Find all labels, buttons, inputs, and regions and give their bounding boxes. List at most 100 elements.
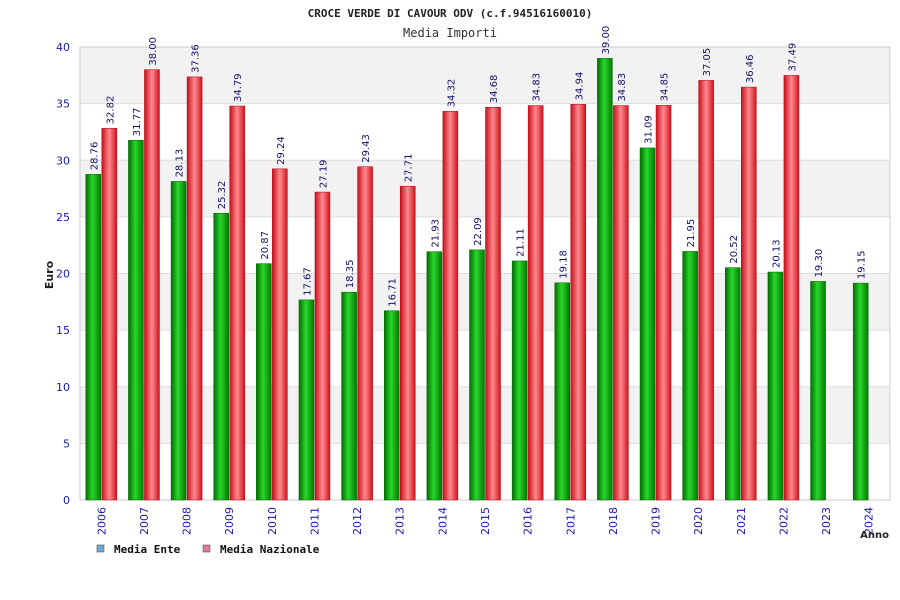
bar-media-nazionale-2021 [741, 86, 757, 501]
bar-media-nazionale-2013 [399, 185, 416, 501]
data-label: 21.95 [686, 219, 697, 248]
data-label: 27.71 [404, 154, 415, 183]
data-label: 37.05 [702, 48, 713, 77]
bar-media-ente-2007 [128, 139, 144, 501]
x-tick-label: 2012 [351, 507, 364, 535]
bar-media-ente-2006 [85, 174, 102, 501]
bar-media-nazionale-2007 [144, 69, 160, 501]
data-label: 19.30 [814, 249, 825, 278]
legend-swatch-media-ente [96, 544, 105, 553]
data-label: 36.46 [745, 54, 756, 83]
x-tick-label: 2009 [223, 507, 236, 535]
data-label: 37.49 [787, 43, 798, 72]
bar-media-ente-2018 [597, 58, 613, 501]
bar-media-ente-2017 [554, 282, 571, 501]
data-label: 19.18 [558, 250, 569, 279]
data-label: 34.83 [617, 73, 628, 102]
bar-media-nazionale-2019 [655, 105, 672, 501]
y-axis-ticks: 0 5 10 15 20 25 30 35 40 [56, 41, 70, 507]
data-label: 31.77 [132, 108, 143, 137]
bar-media-ente-2019 [639, 147, 656, 501]
chart-subtitle: Media Importi [403, 26, 497, 40]
bar-media-ente-2024 [852, 282, 869, 501]
bar-media-ente-2008 [170, 181, 187, 501]
data-label: 28.13 [175, 149, 186, 178]
data-label: 34.94 [574, 72, 585, 101]
data-label: 27.19 [318, 159, 329, 188]
bar-media-nazionale-2014 [442, 111, 459, 501]
data-label: 37.36 [191, 44, 202, 73]
y-axis-label: Euro [43, 260, 56, 289]
data-label: 29.43 [361, 134, 372, 163]
legend-label-media-nazionale: Media Nazionale [220, 543, 320, 556]
data-label: 38.00 [148, 37, 159, 66]
data-label: 34.79 [233, 73, 244, 102]
bar-media-nazionale-2011 [314, 191, 331, 501]
data-label: 16.71 [388, 278, 399, 307]
bar-media-ente-2013 [383, 310, 400, 501]
data-label: 21.11 [516, 228, 527, 257]
bar-media-ente-2010 [256, 263, 272, 501]
bar-media-nazionale-2018 [613, 105, 629, 501]
data-label: 31.09 [644, 115, 655, 144]
x-tick-label: 2024 [863, 507, 876, 535]
data-label: 29.24 [276, 136, 287, 165]
bar-media-ente-2022 [767, 271, 784, 501]
data-label: 19.15 [857, 250, 868, 279]
bar-media-ente-2021 [725, 267, 741, 501]
bar-media-nazionale-2015 [485, 106, 501, 501]
plot-frame [79, 46, 891, 501]
data-label: 34.83 [532, 73, 543, 102]
legend-swatch-media-nazionale [202, 544, 211, 553]
data-label: 28.76 [89, 142, 100, 171]
data-label: 22.09 [473, 217, 484, 246]
x-tick-label: 2023 [820, 507, 833, 535]
bar-media-nazionale-2017 [570, 104, 587, 501]
x-tick-label: 2018 [607, 507, 620, 535]
bar-media-nazionale-2008 [186, 76, 203, 501]
bar-media-nazionale-2016 [527, 105, 544, 501]
bar-media-nazionale-2006 [101, 128, 118, 501]
bars: 28.76 31.77 28.13 25.32 20.87 17.67 18.35 16.71… [85, 26, 869, 501]
data-label: 34.85 [660, 73, 671, 102]
bar-media-nazionale-2010 [272, 168, 288, 501]
x-tick-label: 2013 [394, 507, 407, 535]
data-label: 20.13 [771, 239, 782, 268]
y-tick-label: 30 [56, 154, 70, 167]
x-tick-label: 2019 [650, 507, 663, 535]
bar-media-ente-2023 [810, 281, 826, 501]
data-label: 34.68 [489, 75, 500, 104]
legend: Media Ente Media Nazionale [96, 543, 320, 556]
y-tick-label: 40 [56, 41, 70, 54]
data-label: 25.32 [217, 181, 228, 210]
chart-title: CROCE VERDE DI CAVOUR ODV (c.f.945161600… [308, 7, 593, 20]
bar-media-ente-2009 [213, 213, 229, 501]
x-axis-label: Anno [860, 530, 889, 541]
bar-media-nazionale-2022 [783, 75, 800, 501]
bar-media-ente-2016 [511, 260, 528, 501]
y-tick-label: 35 [56, 98, 70, 111]
x-tick-label: 2014 [436, 507, 449, 535]
bar-media-nazionale-2020 [698, 80, 714, 501]
bar-media-ente-2020 [682, 251, 698, 501]
x-tick-label: 2011 [308, 507, 321, 535]
data-label: 21.93 [430, 219, 441, 248]
x-tick-label: 2016 [522, 507, 535, 535]
bar-media-nazionale-2012 [357, 166, 373, 501]
x-tick-label: 2020 [692, 507, 705, 535]
bar-media-ente-2015 [469, 249, 485, 501]
x-tick-label: 2010 [266, 507, 279, 535]
x-axis-ticks: 2006 2007 2008 2009 2010 2011 2012 2013 2014 2015… [95, 507, 875, 535]
bar-media-nazionale-2009 [229, 105, 245, 501]
x-tick-label: 2017 [564, 507, 577, 535]
x-tick-label: 2015 [479, 507, 492, 535]
bar-media-ente-2012 [341, 291, 357, 501]
y-tick-label: 25 [56, 211, 70, 224]
y-tick-label: 15 [56, 324, 70, 337]
data-label: 32.82 [105, 96, 116, 125]
data-label: 34.32 [446, 79, 457, 108]
x-tick-label: 2022 [777, 507, 790, 535]
bar-media-ente-2014 [426, 251, 443, 501]
data-label: 20.87 [260, 231, 271, 260]
data-label: 39.00 [601, 26, 612, 55]
